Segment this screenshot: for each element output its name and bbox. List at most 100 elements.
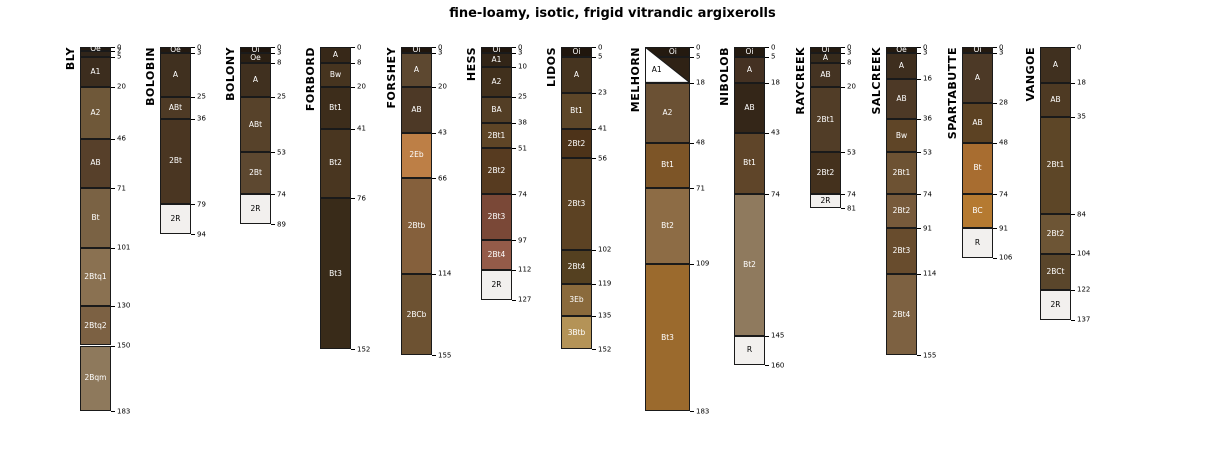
- depth-tick: [512, 299, 516, 301]
- depth-tick: [1071, 319, 1075, 321]
- depth-tick-label: 5: [598, 52, 603, 61]
- depth-tick-label: 0: [1077, 43, 1082, 51]
- series-name-label: BOLONY: [224, 47, 237, 101]
- depth-tick: [191, 118, 195, 120]
- series-name-label: RAYCREEK: [794, 47, 807, 115]
- depth-tick: [1071, 116, 1075, 118]
- depth-tick: [592, 349, 596, 351]
- horizon-rect: [481, 148, 512, 195]
- depth-tick: [351, 47, 355, 48]
- depth-tick-label: 8: [357, 58, 362, 67]
- depth-tick: [111, 247, 115, 249]
- horizon-rect: [481, 66, 512, 97]
- horizon-rect: [481, 194, 512, 241]
- depth-tick-label: 18: [771, 78, 780, 87]
- horizon-rect: [734, 194, 765, 336]
- depth-tick: [592, 283, 596, 285]
- horizon-rect: [810, 86, 841, 153]
- depth-tick-label: 51: [518, 144, 527, 153]
- horizon-rect: [886, 194, 917, 229]
- depth-tick: [191, 47, 195, 48]
- horizon-rect: [734, 132, 765, 195]
- horizon-rect: [561, 92, 592, 129]
- depth-tick: [841, 62, 845, 64]
- depth-tick: [271, 224, 275, 226]
- depth-tick-label: 38: [518, 118, 527, 127]
- depth-tick-label: 122: [1077, 285, 1091, 294]
- series-name-label: MELHORN: [629, 47, 642, 113]
- horizon-rect: [886, 273, 917, 356]
- depth-tick: [1071, 47, 1075, 48]
- horizon-rect: [810, 152, 841, 195]
- depth-tick-label: 0: [438, 43, 443, 51]
- depth-tick: [191, 96, 195, 98]
- depth-tick: [917, 118, 921, 120]
- depth-tick: [351, 86, 355, 88]
- horizon-rect: [80, 345, 111, 412]
- depth-tick-label: 20: [438, 82, 447, 91]
- chart-title: fine-loamy, isotic, frigid vitrandic arg…: [449, 6, 776, 21]
- horizon-rect: [561, 249, 592, 284]
- depth-tick-label: 20: [117, 82, 126, 91]
- depth-tick: [111, 50, 115, 52]
- depth-tick: [690, 263, 694, 265]
- depth-tick: [512, 47, 516, 48]
- depth-tick: [1071, 214, 1075, 216]
- depth-tick-label: 48: [696, 138, 705, 147]
- depth-tick-label: 10: [518, 62, 527, 71]
- depth-tick-label: 114: [438, 269, 452, 278]
- depth-tick-label: 76: [357, 194, 366, 203]
- horizon-rect: [810, 62, 841, 87]
- depth-tick-label: 2: [117, 46, 122, 55]
- depth-tick: [841, 52, 845, 54]
- depth-tick: [351, 349, 355, 351]
- series-name-label: FORBORD: [304, 47, 317, 112]
- depth-tick: [111, 138, 115, 140]
- depth-tick-label: 0: [923, 43, 928, 51]
- depth-tick-label: 8: [277, 58, 282, 67]
- depth-tick: [917, 228, 921, 230]
- depth-tick: [841, 208, 845, 210]
- depth-tick: [765, 365, 769, 367]
- depth-tick: [512, 122, 516, 124]
- horizon-rect: [886, 118, 917, 153]
- depth-tick: [993, 52, 997, 54]
- depth-tick: [592, 128, 596, 130]
- series-name-label: NIBOLOB: [718, 47, 731, 106]
- depth-tick-label: 101: [117, 243, 131, 252]
- horizon-rect: [481, 52, 512, 67]
- depth-tick-label: 137: [1077, 315, 1091, 324]
- horizon-rect: [734, 47, 765, 57]
- depth-tick-label: 145: [771, 331, 785, 340]
- depth-tick-label: 127: [518, 295, 532, 304]
- depth-tick-label: 28: [999, 98, 1008, 107]
- depth-tick-label: 48: [999, 138, 1008, 147]
- depth-tick: [432, 86, 436, 88]
- depth-tick-label: 25: [518, 92, 527, 101]
- series-name-label: HESS: [465, 47, 478, 82]
- horizon-rect: [80, 56, 111, 87]
- depth-tick: [432, 273, 436, 275]
- horizon-rect: [561, 56, 592, 93]
- depth-tick: [271, 194, 275, 196]
- depth-tick-label: 0: [518, 43, 523, 51]
- depth-tick: [765, 335, 769, 337]
- depth-tick: [841, 194, 845, 196]
- bedrock-box: [962, 228, 993, 258]
- depth-tick-label: 23: [598, 88, 607, 97]
- depth-tick: [271, 47, 275, 48]
- depth-tick-label: 71: [117, 184, 126, 193]
- horizon-rect: [645, 82, 690, 143]
- depth-tick-label: 130: [117, 301, 131, 310]
- depth-tick-label: 3: [197, 48, 202, 57]
- depth-tick: [512, 194, 516, 196]
- bedrock-box: [240, 194, 271, 225]
- horizon-rect: [401, 178, 432, 274]
- horizon-rect: [886, 228, 917, 274]
- depth-tick-label: 53: [847, 148, 856, 157]
- depth-tick: [765, 132, 769, 134]
- depth-tick: [841, 86, 845, 88]
- depth-tick: [1071, 82, 1075, 84]
- depth-tick-label: 3: [999, 48, 1004, 57]
